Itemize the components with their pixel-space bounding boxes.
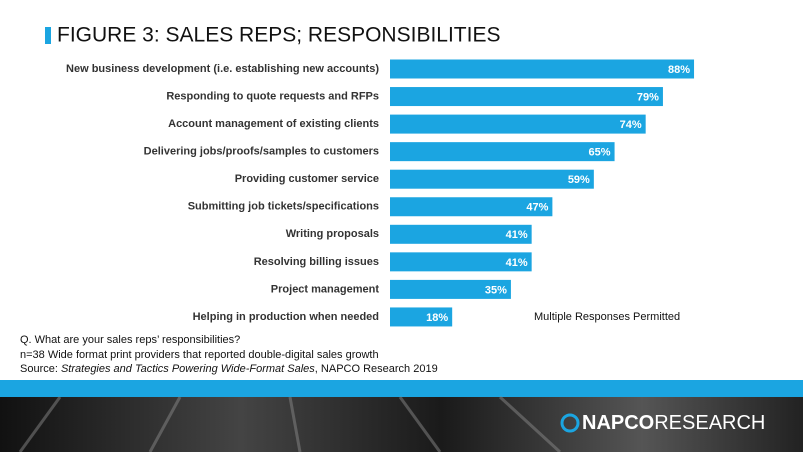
bar <box>390 114 646 134</box>
bar <box>390 87 663 107</box>
bar <box>390 197 553 217</box>
logo-suffix: RESEARCH <box>654 412 765 434</box>
category-label: Project management <box>271 283 380 295</box>
bar <box>390 252 532 272</box>
value-label: 18% <box>426 312 448 324</box>
bar <box>390 224 532 244</box>
value-label: 59% <box>568 174 590 186</box>
logo-brand: NAPCO <box>582 412 654 434</box>
annotation: Multiple Responses Permitted <box>534 311 680 323</box>
value-label: 41% <box>506 229 528 241</box>
note: n=38 Wide format print providers that re… <box>20 349 379 361</box>
footer-photo <box>0 397 803 452</box>
source-prefix: Source: <box>20 363 61 375</box>
bar <box>390 279 511 299</box>
chart-title: FIGURE 3: SALES REPS; RESPONSIBILITIES <box>57 24 500 47</box>
source-title: Strategies and Tactics Powering Wide-For… <box>61 363 315 375</box>
logo: NAPCORESEARCH <box>582 412 765 434</box>
title-accent <box>45 27 51 44</box>
category-label: Responding to quote requests and RFPs <box>166 90 379 102</box>
value-label: 74% <box>620 119 642 131</box>
category-label: Helping in production when needed <box>193 311 379 323</box>
footer-texture <box>18 395 562 452</box>
value-label: 41% <box>506 257 528 269</box>
value-label: 65% <box>589 147 611 159</box>
category-label: Delivering jobs/proofs/samples to custom… <box>144 146 379 158</box>
category-label: Resolving billing issues <box>254 256 379 268</box>
category-label: Account management of existing clients <box>168 118 379 130</box>
category-label: Writing proposals <box>286 228 379 240</box>
note: Q. What are your sales reps’ responsibil… <box>20 334 240 346</box>
value-label: 88% <box>668 64 690 76</box>
source: Source: Strategies and Tactics Powering … <box>20 363 438 375</box>
category-label: Submitting job tickets/specifications <box>188 201 379 213</box>
source-suffix: , NAPCO Research 2019 <box>315 363 438 375</box>
bar <box>390 169 594 189</box>
value-label: 35% <box>485 284 507 296</box>
value-label: 47% <box>526 202 548 214</box>
bar <box>390 142 615 162</box>
category-label: New business development (i.e. establish… <box>66 63 379 75</box>
bar <box>390 59 695 79</box>
category-label: Providing customer service <box>235 173 379 185</box>
bar <box>390 307 453 327</box>
value-label: 79% <box>637 91 659 103</box>
logo-icon <box>560 413 580 433</box>
footer-band <box>0 380 803 397</box>
